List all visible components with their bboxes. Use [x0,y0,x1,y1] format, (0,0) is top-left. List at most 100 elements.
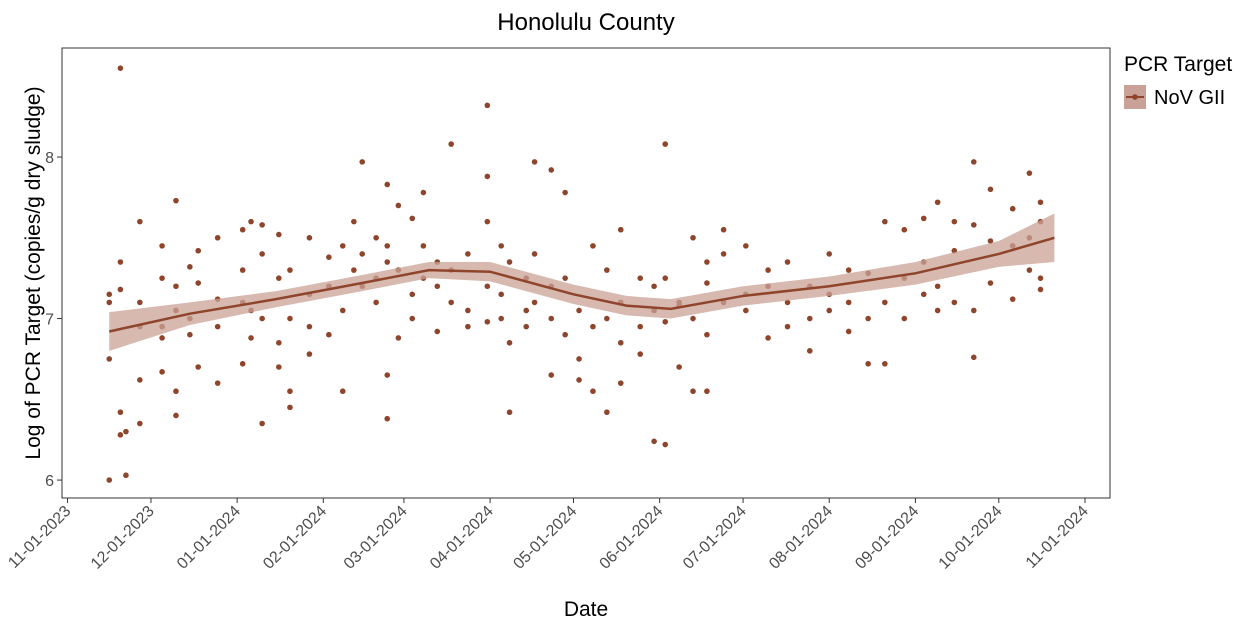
data-point [826,251,833,257]
data-point [159,369,165,375]
data-point [1009,296,1016,302]
data-point [765,335,771,341]
data-point [287,388,293,395]
data-point [548,167,555,173]
data-point [484,283,491,290]
data-point [326,331,332,338]
data-point [970,354,977,361]
data-point [276,364,282,370]
data-point [617,380,624,386]
chart-title: Honolulu County [497,9,674,36]
data-point [1009,205,1016,212]
data-point [173,388,179,395]
data-point [743,307,749,314]
data-point [720,226,727,233]
data-point [531,159,538,165]
data-point [845,267,852,273]
x-tick-label: 05-01-2024 [510,503,580,573]
data-point [339,388,346,395]
data-point [548,372,555,378]
data-point [287,404,293,411]
data-point [326,254,332,260]
data-point [409,315,416,322]
data-point [276,339,282,346]
data-point [784,323,791,330]
data-point [123,472,129,479]
data-point [465,251,471,257]
data-point [987,186,994,193]
data-point [548,315,555,322]
data-point [662,275,669,281]
data-point [373,299,379,306]
data-point [239,267,246,273]
data-point [187,264,193,270]
data-point [970,222,977,228]
data-point [1037,275,1044,281]
legend-title: PCR Target [1124,53,1232,76]
data-point [239,226,246,233]
data-point [173,283,179,290]
data-point [214,323,221,330]
data-point [637,275,644,281]
x-tick-label: 03-01-2024 [341,503,411,573]
data-point [662,141,669,147]
data-point [306,323,313,330]
data-point [845,299,852,306]
data-point [590,388,596,395]
data-point [662,441,669,448]
data-point [187,331,193,338]
data-point [106,299,113,306]
data-point [259,222,265,228]
x-tick-label: 08-01-2024 [766,503,836,573]
data-point [465,307,471,314]
data-point [195,280,202,286]
data-point [784,299,791,306]
data-point [384,259,391,265]
data-point [339,243,346,249]
data-point [123,428,129,435]
data-point [970,307,977,314]
data-point [637,323,644,330]
data-point [1026,170,1033,176]
data-point [384,181,391,188]
data-point [806,315,813,322]
x-tick-label: 11-01-2023 [5,503,74,572]
data-point [339,307,346,314]
data-point [865,360,871,367]
y-tick-label: 7 [45,312,54,329]
data-point [384,243,391,249]
data-point [901,226,908,233]
data-point [498,315,505,322]
data-point [826,307,833,314]
plot-border [61,47,1111,499]
data-point [690,234,696,241]
data-point [409,291,416,298]
data-point [1037,286,1044,293]
data-point [882,360,888,367]
data-point [448,141,454,147]
data-point [951,299,958,306]
data-point [806,348,813,354]
data-point [920,291,927,298]
data-point [465,323,471,330]
data-point [359,251,366,257]
data-point [259,315,265,322]
data-point [951,218,958,225]
x-tick-label: 10-01-2024 [936,503,1006,573]
data-point [287,267,293,273]
data-point [484,218,491,225]
x-tick-label: 07-01-2024 [680,503,750,573]
data-point [448,299,454,306]
smooth-line [108,236,1055,333]
data-point [117,65,124,71]
data-point [137,299,143,306]
data-point [395,202,402,209]
data-point [784,259,791,265]
data-point [562,275,568,281]
data-point [117,409,124,416]
data-point [506,409,513,416]
legend-label: NoV GII [1154,87,1225,109]
x-tick-label: 02-01-2024 [260,503,330,573]
data-point [690,315,696,322]
data-point [214,380,221,386]
